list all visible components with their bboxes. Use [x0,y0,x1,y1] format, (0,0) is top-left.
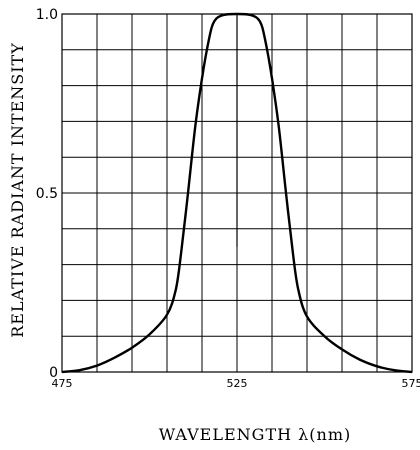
y-axis-title: RELATIVE RADIANT INTENSITY [8,42,27,338]
y-tick-labels: 0 0.5 1.0 [36,7,58,381]
y-tick-label: 0.5 [36,186,58,202]
x-tick-labels: 475 525 575 [52,377,420,390]
spectral-curve [61,12,413,374]
x-tick-label: 475 [52,377,73,390]
y-tick-label: 1.0 [36,7,58,23]
x-tick-label: 525 [227,377,248,390]
y-tick-label: 0 [49,365,58,381]
x-tick-label: 575 [402,377,420,390]
x-axis-title: WAVELENGTH λ(nm) [159,425,352,444]
